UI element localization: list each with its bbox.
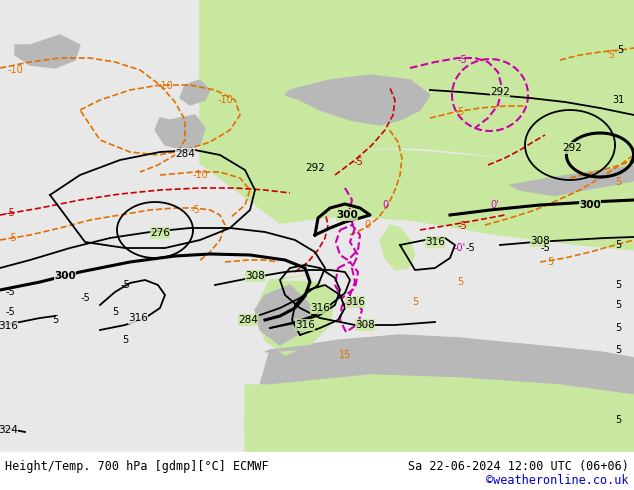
Text: 284: 284 (175, 149, 195, 159)
Polygon shape (265, 338, 634, 380)
Text: -5: -5 (5, 208, 15, 218)
Text: 5: 5 (547, 257, 553, 267)
Text: 5: 5 (52, 315, 58, 325)
Polygon shape (245, 375, 634, 490)
Text: 5: 5 (457, 107, 463, 117)
Text: -5: -5 (5, 287, 15, 297)
Text: 31: 31 (612, 95, 624, 105)
Text: 300: 300 (54, 271, 76, 281)
Polygon shape (255, 275, 335, 355)
Text: 308: 308 (530, 236, 550, 246)
Text: 316: 316 (310, 303, 330, 313)
Text: 316: 316 (0, 321, 18, 331)
Text: 308: 308 (245, 271, 265, 281)
Text: 5: 5 (122, 335, 128, 345)
Text: 5: 5 (615, 280, 621, 290)
Polygon shape (255, 285, 310, 345)
Text: 284: 284 (238, 315, 258, 325)
Polygon shape (285, 265, 510, 300)
Polygon shape (180, 80, 210, 105)
Text: -10: -10 (157, 81, 173, 91)
Text: 5: 5 (615, 323, 621, 333)
Polygon shape (180, 150, 634, 250)
Polygon shape (285, 75, 430, 125)
Text: -5: -5 (353, 157, 363, 167)
Text: 292: 292 (305, 163, 325, 173)
Text: 316: 316 (425, 237, 445, 247)
Text: -5: -5 (457, 221, 467, 231)
Text: Sa 22-06-2024 12:00 UTC (06+06): Sa 22-06-2024 12:00 UTC (06+06) (408, 460, 629, 473)
Text: 316: 316 (345, 297, 365, 307)
Text: -10: -10 (192, 170, 208, 180)
Text: 276: 276 (150, 228, 170, 238)
Text: 316: 316 (295, 320, 315, 330)
Polygon shape (0, 145, 310, 340)
Text: 308: 308 (355, 320, 375, 330)
Polygon shape (380, 225, 415, 270)
Text: 5: 5 (615, 345, 621, 355)
Text: 5: 5 (112, 307, 118, 317)
Text: 5: 5 (615, 177, 621, 187)
Text: 300: 300 (336, 210, 358, 220)
Text: 0: 0 (382, 200, 388, 210)
Text: -5: -5 (465, 243, 475, 253)
Text: -10: -10 (217, 95, 233, 105)
Polygon shape (490, 182, 634, 240)
Polygon shape (155, 115, 205, 150)
Bar (0, 452, 634, 490)
Text: '5': '5' (606, 50, 618, 60)
Text: 5: 5 (412, 297, 418, 307)
Text: -0': -0' (454, 243, 466, 253)
Polygon shape (310, 45, 400, 70)
Text: 5: 5 (615, 415, 621, 425)
Text: Height/Temp. 700 hPa [gdmp][°C] ECMWF: Height/Temp. 700 hPa [gdmp][°C] ECMWF (5, 460, 269, 473)
Polygon shape (510, 165, 634, 210)
Text: 15: 15 (339, 350, 351, 360)
Text: -5: -5 (5, 307, 15, 317)
Text: -10: -10 (7, 65, 23, 75)
Polygon shape (245, 335, 634, 490)
Text: 5: 5 (457, 277, 463, 287)
Text: 292: 292 (490, 87, 510, 97)
Text: -5: -5 (120, 280, 130, 290)
Text: 5: 5 (615, 470, 621, 480)
Text: 5: 5 (615, 300, 621, 310)
Text: 292: 292 (562, 143, 582, 153)
Text: ©weatheronline.co.uk: ©weatheronline.co.uk (486, 474, 629, 487)
Text: -5: -5 (457, 55, 467, 65)
Polygon shape (200, 0, 634, 172)
Text: 5: 5 (617, 45, 623, 55)
Text: 316: 316 (128, 313, 148, 323)
Polygon shape (15, 35, 80, 68)
Text: 300: 300 (579, 200, 601, 210)
Text: 0: 0 (7, 475, 13, 485)
Text: 0': 0' (491, 200, 500, 210)
Text: -5: -5 (190, 205, 200, 215)
Text: -5: -5 (7, 233, 17, 243)
Text: 5: 5 (615, 240, 621, 250)
Text: -5: -5 (540, 243, 550, 253)
Polygon shape (0, 155, 150, 265)
Polygon shape (0, 285, 170, 360)
Text: -5: -5 (80, 293, 90, 303)
Text: 0: 0 (364, 220, 370, 230)
Text: 324: 324 (0, 425, 18, 435)
